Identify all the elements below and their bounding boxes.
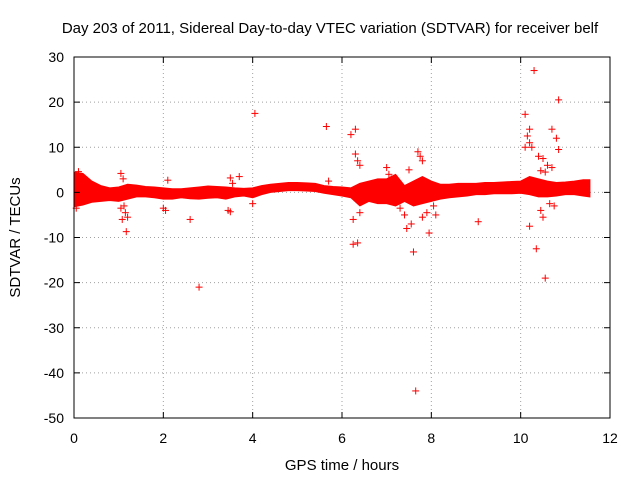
data-point <box>322 122 330 130</box>
data-point <box>539 155 547 163</box>
data-point <box>195 283 203 291</box>
chart-title: Day 203 of 2011, Sidereal Day-to-day VTE… <box>62 20 599 37</box>
data-point <box>349 240 357 248</box>
data-point <box>226 208 234 216</box>
data-point <box>418 213 426 221</box>
data-point <box>405 166 413 174</box>
data-point <box>418 157 426 165</box>
data-point <box>226 174 234 182</box>
data-point <box>186 215 194 223</box>
data-point <box>349 215 357 223</box>
y-tick-label: -10 <box>44 230 64 246</box>
x-tick-label: 10 <box>513 430 529 446</box>
data-point <box>164 176 172 184</box>
data-point <box>416 152 424 160</box>
x-tick-label: 2 <box>159 430 167 446</box>
data-point <box>251 109 259 117</box>
data-point <box>521 143 529 151</box>
y-tick-label: -40 <box>44 365 64 381</box>
data-point <box>541 168 549 176</box>
data-point <box>423 209 431 217</box>
data-point <box>432 211 440 219</box>
x-axis-label: GPS time / hours <box>285 457 399 474</box>
data-point <box>403 224 411 232</box>
data-band <box>73 171 591 208</box>
grid <box>74 57 610 418</box>
data-point <box>555 146 563 154</box>
data-point <box>121 209 129 217</box>
data-point <box>229 179 237 187</box>
data-point <box>535 152 543 160</box>
data-point <box>550 202 558 210</box>
data-point <box>537 167 545 175</box>
data-point <box>356 161 364 169</box>
data-point <box>474 218 482 226</box>
data-point <box>548 164 556 172</box>
data-point <box>347 131 355 139</box>
data-point <box>532 245 540 253</box>
data-point <box>526 125 534 133</box>
x-tick-label: 12 <box>602 430 618 446</box>
data-point <box>117 169 125 177</box>
data-point <box>383 164 391 172</box>
data-point <box>526 139 534 147</box>
data-point <box>396 204 404 212</box>
data-point <box>412 387 420 395</box>
data-point <box>541 274 549 282</box>
y-tick-label: -20 <box>44 275 64 291</box>
y-tick-label: -30 <box>44 320 64 336</box>
y-tick-label: 10 <box>48 139 64 155</box>
data-point <box>521 110 529 118</box>
data-point <box>120 202 128 210</box>
x-tick-label: 8 <box>427 430 435 446</box>
data-point <box>530 67 538 75</box>
data-point <box>325 177 333 185</box>
y-axis-label: SDTVAR / TECUs <box>7 177 24 297</box>
data-point <box>537 206 545 214</box>
x-tick-label: 4 <box>249 430 257 446</box>
y-tick-label: 20 <box>48 94 64 110</box>
y-tick-label: 0 <box>56 184 64 200</box>
data-point <box>354 157 362 165</box>
data-point <box>162 206 170 214</box>
data-point <box>552 134 560 142</box>
y-tick-label: -50 <box>44 410 64 426</box>
data-point <box>409 248 417 256</box>
x-tick-label: 6 <box>338 430 346 446</box>
data-point <box>119 175 127 183</box>
data-point <box>235 173 243 181</box>
data-point <box>523 132 531 140</box>
data-point <box>354 239 362 247</box>
data-point <box>548 125 556 133</box>
data-point <box>407 220 415 228</box>
data-band-polygon <box>73 171 591 208</box>
y-tick-label: 30 <box>48 49 64 65</box>
data-point <box>543 161 551 169</box>
data-point <box>430 202 438 210</box>
data-points <box>72 67 563 395</box>
x-tick-label: 0 <box>70 430 78 446</box>
data-point <box>122 228 130 236</box>
data-point <box>546 200 554 208</box>
data-point <box>528 143 536 151</box>
data-point <box>118 215 126 223</box>
data-point <box>351 125 359 133</box>
data-point <box>74 168 82 176</box>
axis-ticks: 0 2 4 6 8 10 12 30 20 10 0 -10 -20 -30 -40 -50 <box>44 49 618 446</box>
data-point <box>387 175 395 183</box>
data-point <box>555 96 563 104</box>
data-point <box>351 150 359 158</box>
data-point <box>425 229 433 237</box>
data-point <box>414 148 422 156</box>
data-point <box>356 209 364 217</box>
data-point <box>539 213 547 221</box>
data-point <box>249 200 257 208</box>
data-point <box>526 222 534 230</box>
data-point <box>124 213 132 221</box>
data-point <box>401 211 409 219</box>
data-point <box>385 170 393 178</box>
